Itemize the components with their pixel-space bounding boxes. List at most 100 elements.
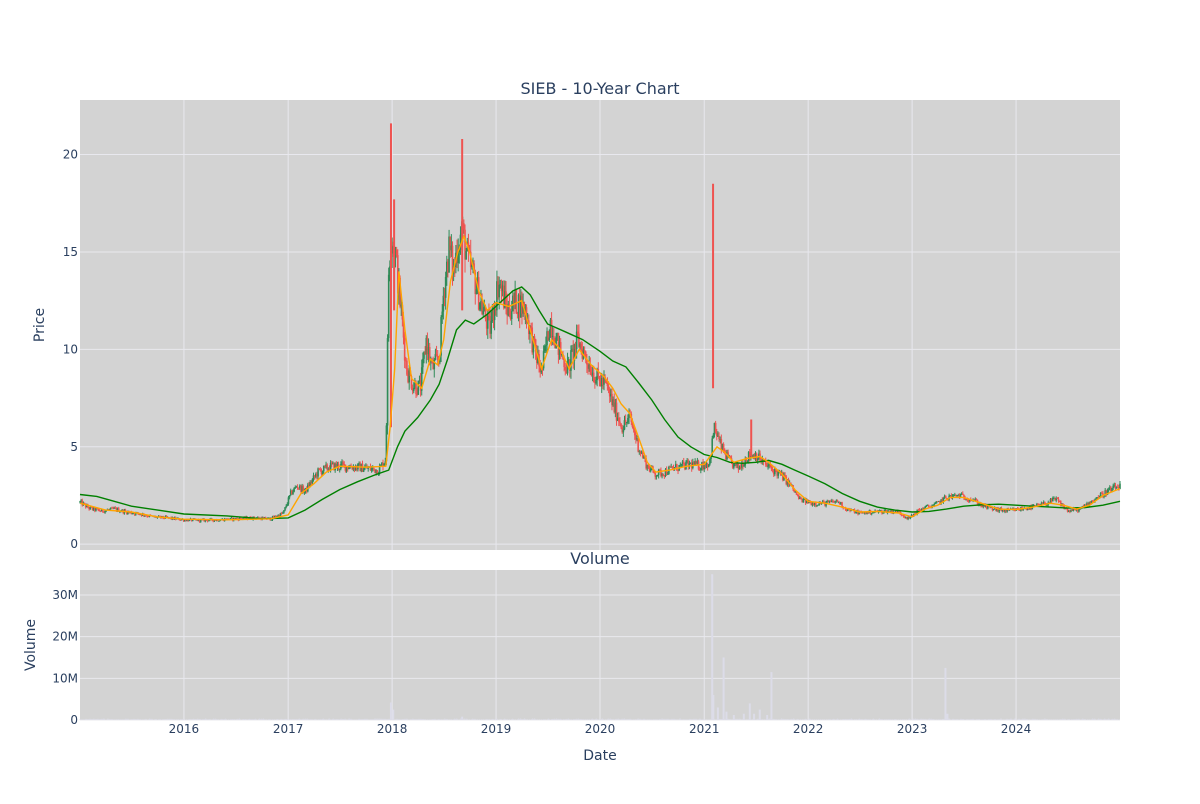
date-x-tick-label: 2023 [897, 722, 928, 736]
candle-up-body [348, 468, 350, 469]
volume-bar [1030, 719, 1031, 720]
candle-up-body [79, 501, 81, 502]
candle-up-body [803, 499, 805, 502]
volume-bar [757, 719, 758, 720]
volume-bar [1104, 719, 1105, 720]
volume-bar [476, 719, 477, 720]
volume-bar [903, 719, 904, 720]
candle-down-body [297, 487, 299, 488]
candle-up-body [312, 479, 314, 483]
volume-spike-bar [461, 717, 463, 720]
volume-bar [227, 719, 228, 720]
volume-spike-bar [733, 715, 735, 720]
date-x-tick-label: 2022 [793, 722, 824, 736]
volume-bar [586, 719, 587, 720]
volume-y-tick-label: 0 [70, 713, 78, 727]
volume-bar [582, 719, 583, 720]
price-y-tick-label: 20 [63, 148, 78, 162]
candle-up-body [935, 503, 937, 504]
volume-bar [1078, 719, 1079, 720]
candle-up-body [544, 346, 546, 351]
volume-bar [1024, 719, 1025, 720]
volume-bar [416, 719, 417, 720]
volume-bar [195, 719, 196, 720]
volume-bar [404, 719, 405, 720]
volume-bar [133, 719, 134, 720]
volume-bar [875, 719, 876, 720]
volume-bar [474, 719, 475, 720]
candle-up-body [708, 464, 710, 467]
volume-bar [506, 719, 507, 720]
volume-bar [1112, 719, 1113, 720]
candle-up-body [208, 520, 210, 521]
volume-bar [1094, 719, 1095, 720]
volume-spike-bar [766, 715, 768, 720]
volume-bar [775, 719, 776, 720]
candle-down-body [1057, 498, 1059, 499]
volume-bar [650, 719, 651, 720]
volume-bar [1092, 719, 1093, 720]
volume-bar [175, 719, 176, 720]
volume-spike-bar [725, 712, 727, 720]
candle-up-body [855, 513, 857, 514]
volume-bar [231, 719, 232, 720]
volume-bar [233, 719, 234, 720]
volume-spike-bar [723, 658, 725, 721]
volume-bar [801, 719, 802, 720]
volume-bar [482, 719, 483, 720]
volume-bar [406, 719, 407, 720]
candle-down-body [608, 386, 610, 389]
volume-bar [773, 719, 774, 720]
volume-bar [197, 719, 198, 720]
candle-down-body [800, 498, 802, 499]
candle-up-body [545, 345, 547, 346]
volume-bar [87, 719, 88, 720]
volume-y-tick-label: 10M [52, 671, 78, 685]
volume-bar [689, 719, 690, 720]
candle-up-body [339, 469, 341, 470]
volume-bar [602, 719, 603, 720]
volume-bar [1046, 719, 1047, 720]
candle-down-body [551, 320, 553, 337]
volume-bar [424, 719, 425, 720]
volume-bar [221, 719, 222, 720]
volume-bar [412, 719, 413, 720]
volume-bar [570, 719, 571, 720]
volume-bar [307, 719, 308, 720]
candle-up-body [292, 492, 294, 495]
volume-bar [209, 719, 210, 720]
volume-bar [255, 719, 256, 720]
volume-bar [366, 719, 367, 720]
volume-bar [301, 719, 302, 720]
volume-bar [955, 719, 956, 720]
volume-bar [239, 719, 240, 720]
volume-bar [446, 719, 447, 720]
volume-bar [865, 719, 866, 720]
candle-up-body [443, 296, 445, 312]
volume-bar [323, 719, 324, 720]
candle-up-body [657, 475, 659, 476]
volume-bar [584, 719, 585, 720]
volume-bar [913, 719, 914, 720]
volume-bar [839, 719, 840, 720]
volume-bar [681, 719, 682, 720]
volume-bar [335, 719, 336, 720]
volume-bar [751, 719, 752, 720]
volume-bar [857, 719, 858, 720]
volume-bar [285, 719, 286, 720]
volume-bar [189, 719, 190, 720]
volume-bar [95, 719, 96, 720]
volume-chart-title: Volume [570, 549, 630, 568]
volume-spike-bar [946, 714, 948, 720]
volume-bar [372, 719, 373, 720]
candle-down-body [99, 510, 101, 511]
volume-bar [205, 719, 206, 720]
volume-bar [675, 719, 676, 720]
volume-bar [994, 719, 995, 720]
volume-bar [177, 719, 178, 720]
volume-spike-bar [392, 710, 394, 720]
candle-up-body [476, 289, 478, 294]
volume-spike-bar [743, 714, 745, 720]
volume-bar [1012, 719, 1013, 720]
